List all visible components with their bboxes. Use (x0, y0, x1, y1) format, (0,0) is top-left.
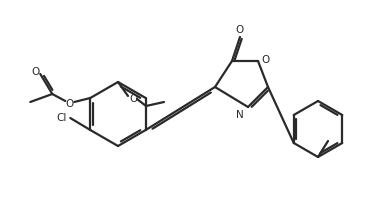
Text: O: O (65, 99, 73, 109)
Text: O: O (129, 94, 137, 103)
Text: N: N (236, 110, 244, 119)
Text: O: O (31, 67, 40, 77)
Text: O: O (261, 55, 269, 65)
Text: O: O (236, 25, 244, 35)
Text: Cl: Cl (56, 112, 66, 122)
